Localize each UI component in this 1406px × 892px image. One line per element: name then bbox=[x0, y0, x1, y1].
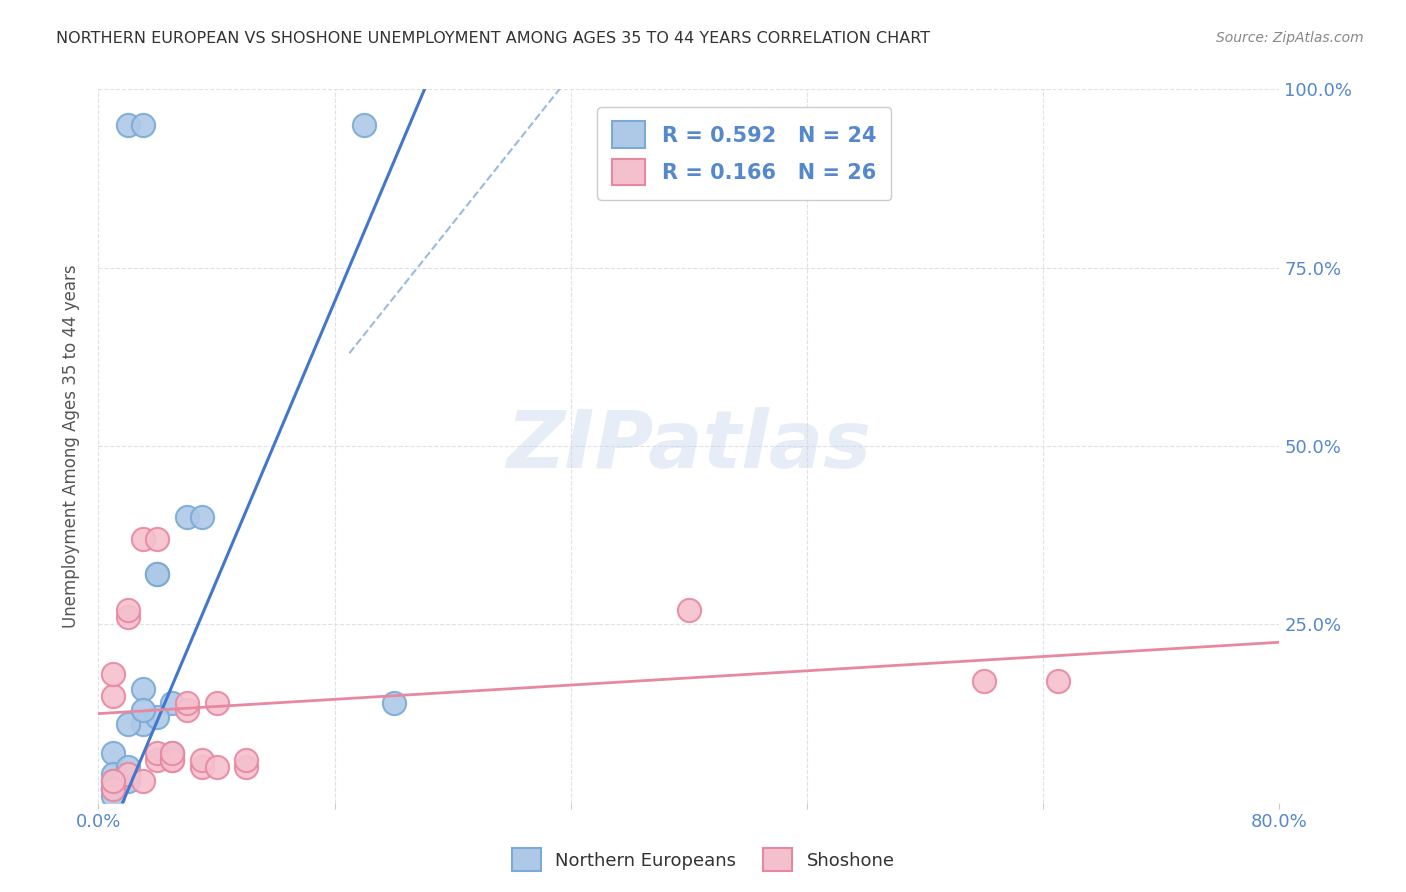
Point bbox=[162, 753, 183, 767]
Point bbox=[132, 717, 155, 731]
Point bbox=[103, 789, 125, 803]
Point bbox=[117, 767, 139, 781]
Point bbox=[132, 703, 155, 717]
Point bbox=[103, 767, 125, 781]
Point bbox=[132, 118, 155, 132]
Point bbox=[132, 532, 155, 546]
Point bbox=[191, 760, 214, 774]
Point bbox=[235, 753, 257, 767]
Point bbox=[162, 753, 183, 767]
Y-axis label: Unemployment Among Ages 35 to 44 years: Unemployment Among Ages 35 to 44 years bbox=[62, 264, 80, 628]
Point bbox=[235, 760, 257, 774]
Point bbox=[117, 767, 139, 781]
Point bbox=[191, 510, 214, 524]
Point bbox=[132, 681, 155, 696]
Point bbox=[103, 781, 125, 796]
Point bbox=[176, 696, 198, 710]
Point bbox=[176, 703, 198, 717]
Point bbox=[146, 746, 169, 760]
Point bbox=[117, 118, 139, 132]
Point bbox=[103, 746, 125, 760]
Point bbox=[146, 753, 169, 767]
Point bbox=[162, 746, 183, 760]
Legend: Northern Europeans, Shoshone: Northern Europeans, Shoshone bbox=[505, 841, 901, 879]
Point bbox=[103, 774, 125, 789]
Point bbox=[162, 696, 183, 710]
Point bbox=[117, 760, 139, 774]
Point bbox=[146, 567, 169, 582]
Point bbox=[205, 760, 228, 774]
Point bbox=[146, 567, 169, 582]
Point bbox=[117, 610, 139, 624]
Point bbox=[146, 710, 169, 724]
Point bbox=[103, 781, 125, 796]
Point bbox=[103, 667, 125, 681]
Legend: R = 0.592   N = 24, R = 0.166   N = 26: R = 0.592 N = 24, R = 0.166 N = 26 bbox=[598, 107, 891, 200]
Point bbox=[973, 674, 995, 689]
Point bbox=[103, 781, 125, 796]
Point bbox=[678, 603, 700, 617]
Point bbox=[1046, 674, 1069, 689]
Point bbox=[117, 717, 139, 731]
Point bbox=[191, 753, 214, 767]
Point bbox=[117, 603, 139, 617]
Point bbox=[146, 532, 169, 546]
Point bbox=[176, 510, 198, 524]
Point bbox=[353, 118, 375, 132]
Point bbox=[205, 696, 228, 710]
Text: NORTHERN EUROPEAN VS SHOSHONE UNEMPLOYMENT AMONG AGES 35 TO 44 YEARS CORRELATION: NORTHERN EUROPEAN VS SHOSHONE UNEMPLOYME… bbox=[56, 31, 931, 46]
Text: ZIPatlas: ZIPatlas bbox=[506, 407, 872, 485]
Text: Source: ZipAtlas.com: Source: ZipAtlas.com bbox=[1216, 31, 1364, 45]
Point bbox=[162, 746, 183, 760]
Point bbox=[132, 774, 155, 789]
Point bbox=[103, 689, 125, 703]
Point bbox=[382, 696, 405, 710]
Point bbox=[117, 774, 139, 789]
Point bbox=[103, 774, 125, 789]
